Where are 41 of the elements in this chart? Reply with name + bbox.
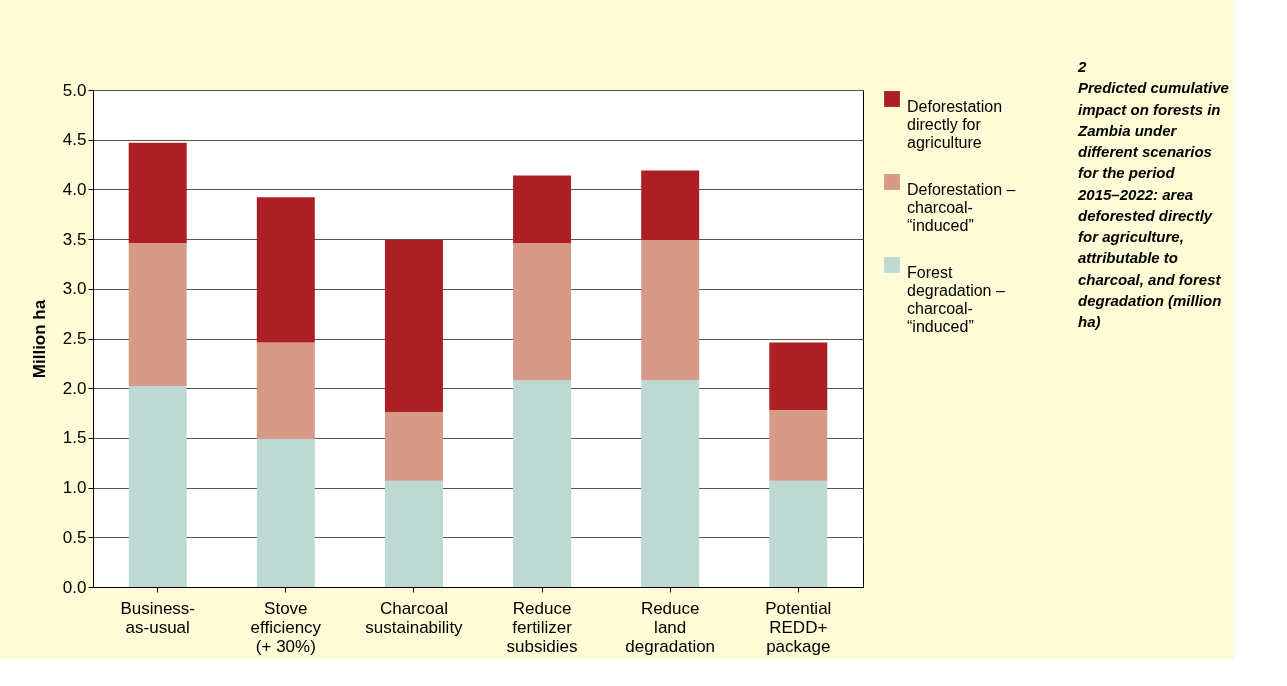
bar	[513, 175, 572, 244]
bar	[641, 240, 700, 381]
y-tick-label: 3.0	[62, 279, 87, 299]
legend-label: Deforestation – charcoal- “induced”	[907, 181, 1016, 234]
y-tick-label: 4.0	[62, 179, 87, 199]
x-tick-label: Stove efficiency (+ 30%)	[250, 598, 322, 656]
bar	[384, 412, 443, 481]
bar	[256, 197, 315, 343]
y-tick-label: 3.5	[62, 229, 87, 249]
x-tick-label: Business- as-usual	[120, 598, 196, 637]
y-tick-label: 2.0	[62, 378, 87, 398]
x-tick-label: Charcoal sustainability	[365, 598, 464, 637]
bar	[128, 142, 187, 244]
bar	[641, 380, 700, 587]
y-tick-label: 0.5	[62, 527, 87, 547]
bar	[128, 386, 187, 587]
bar	[384, 480, 443, 587]
legend-label: Forest degradation – charcoal- “induced”	[907, 264, 1005, 335]
x-tick-label: Reduce fertilizer subsidies	[506, 598, 578, 656]
y-tick-label: 0.0	[62, 577, 87, 597]
text: Predicted cumulative impact on forests in Zambia under different scenarios for the period 2015–2022: area deforested directly for agriculture, attributable to charcoal, and forest degradation (million ha)	[1078, 79, 1229, 330]
bar	[769, 480, 828, 587]
y-tick-label: 2.5	[62, 329, 87, 348]
y-tick-label: 5.0	[62, 80, 87, 100]
x-tick-label: Potential REDD+ package	[765, 598, 832, 656]
legend-label: Deforestation directly for agriculture	[907, 98, 1003, 151]
bar	[513, 243, 572, 381]
y-tick-label: 1.0	[62, 478, 87, 498]
y-tick-label: 1.5	[62, 428, 87, 448]
bar	[384, 240, 443, 413]
text: 2	[1077, 58, 1087, 75]
bar	[641, 170, 700, 241]
x-tick-label: Reduce land degradation	[625, 598, 716, 656]
y-axis-title: Million ha	[29, 299, 49, 379]
bar	[769, 410, 828, 481]
bar	[256, 438, 315, 587]
bar	[256, 342, 315, 439]
bar	[128, 243, 187, 387]
y-tick-label: 4.5	[62, 130, 87, 150]
bar	[513, 380, 572, 587]
bar	[769, 342, 828, 411]
